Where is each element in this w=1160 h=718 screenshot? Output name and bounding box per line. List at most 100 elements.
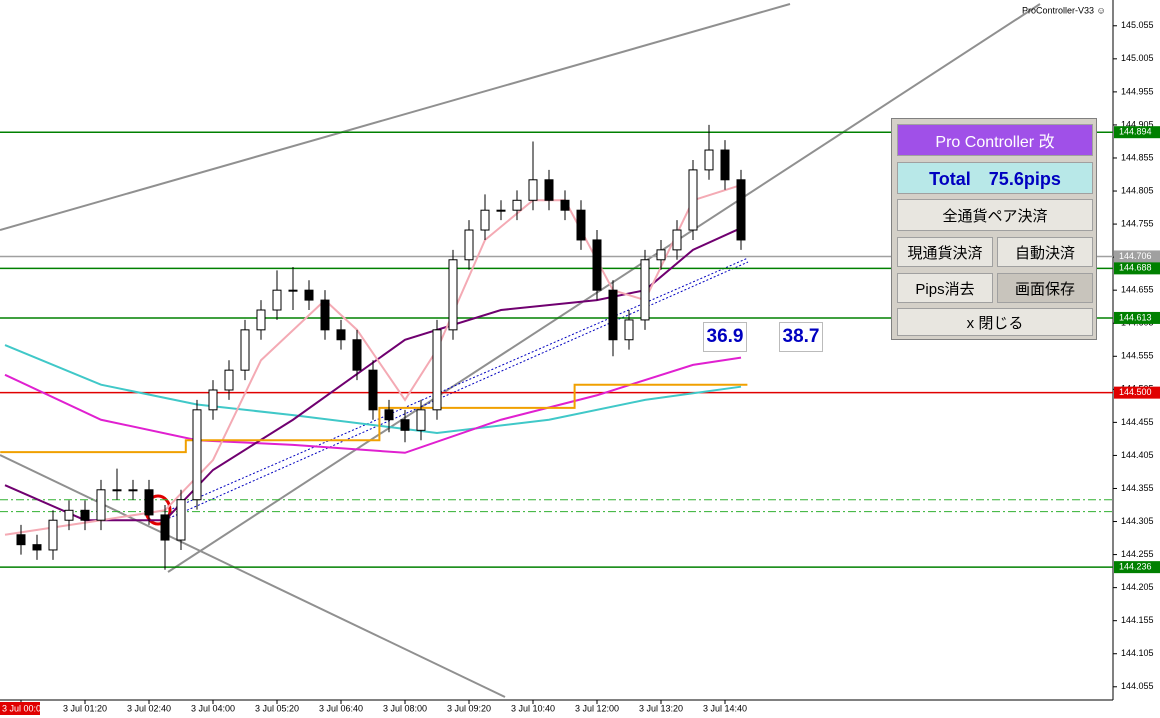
x-tick-label: 3 Jul 06:40 <box>319 703 363 713</box>
level-tag <box>1114 311 1160 324</box>
candle-body <box>640 259 650 321</box>
button[interactable]: 画面保存 <box>997 273 1093 303</box>
x-tick-label: 3 Jul 12:00 <box>575 703 619 713</box>
button[interactable]: Pips消去 <box>897 273 993 303</box>
candle-body <box>720 149 730 181</box>
button[interactable]: 現通貨決済 <box>897 237 993 267</box>
x-tick-label: 3 Jul 09:20 <box>447 703 491 713</box>
candle-body <box>688 169 698 231</box>
pip-label: 38.7 <box>779 322 823 352</box>
candle-body <box>128 489 138 492</box>
candle-body <box>48 519 58 551</box>
dotted-line <box>164 257 749 513</box>
level-label: 144.688 <box>1119 263 1152 273</box>
candle-body <box>16 534 26 546</box>
x-tick-label: 3 Jul 13:20 <box>639 703 683 713</box>
x-tick-label: 3 Jul 08:00 <box>383 703 427 713</box>
level-label: 144.894 <box>1119 127 1152 137</box>
ma-line <box>4 344 742 434</box>
candle-body <box>576 209 586 241</box>
candle-body <box>352 339 362 371</box>
candle-body <box>624 319 634 341</box>
candle-body <box>112 489 122 492</box>
x-tick-highlight <box>0 702 40 715</box>
y-tick-label: 144.205 <box>1121 582 1154 592</box>
level-tag <box>1114 126 1160 139</box>
x-tick-label: 3 Jul 01:20 <box>63 703 107 713</box>
candle-body <box>560 199 570 211</box>
y-tick-label: 145.055 <box>1121 20 1154 30</box>
candle-body <box>320 299 330 331</box>
candle-body <box>144 489 154 516</box>
level-tag <box>1114 250 1160 263</box>
candle-body <box>80 509 90 521</box>
y-tick-label: 144.755 <box>1121 218 1154 228</box>
button[interactable]: 全通貨ペア決済 <box>897 199 1093 231</box>
candle-body <box>304 289 314 301</box>
candle-body <box>336 329 346 341</box>
y-tick-label: 144.105 <box>1121 648 1154 658</box>
candle-body <box>176 499 186 541</box>
ma-line <box>0 383 748 454</box>
candle-body <box>256 309 266 331</box>
y-tick-label: 144.905 <box>1121 119 1154 129</box>
ma-line <box>4 227 742 522</box>
candle-body <box>608 289 618 341</box>
button[interactable]: x 閉じる <box>897 308 1093 336</box>
y-tick-label: 144.305 <box>1121 516 1154 526</box>
y-tick-label: 144.355 <box>1121 483 1154 493</box>
watermark: ProController-V33 ☺ <box>1022 5 1106 15</box>
level-label: 144.236 <box>1119 562 1152 572</box>
candle-body <box>432 329 442 411</box>
ma-line <box>4 184 742 536</box>
y-tick-label: 144.805 <box>1121 185 1154 195</box>
candle-body <box>464 229 474 261</box>
candle-body <box>32 544 42 551</box>
candle-body <box>416 409 426 431</box>
candle-body <box>224 369 234 391</box>
y-tick-label: 144.555 <box>1121 351 1154 361</box>
candle-body <box>160 514 170 541</box>
x-tick-label: 3 Jul 05:20 <box>255 703 299 713</box>
total-pips: Total 75.6pips <box>897 162 1093 194</box>
y-tick-label: 144.655 <box>1121 285 1154 295</box>
candle-body <box>528 179 538 201</box>
y-tick-label: 144.855 <box>1121 152 1154 162</box>
candle-body <box>400 419 410 431</box>
button[interactable]: 自動決済 <box>997 237 1093 267</box>
x-tick-label: 3 Jul 00:00 <box>2 703 46 713</box>
trend-line <box>167 3 1041 573</box>
panel-title: Pro Controller 改 <box>897 124 1093 156</box>
level-tag <box>1114 386 1160 399</box>
x-tick-label: 3 Jul 04:00 <box>191 703 235 713</box>
candle-body <box>208 389 218 411</box>
y-tick-label: 144.405 <box>1121 450 1154 460</box>
candle-body <box>64 509 74 521</box>
candle-body <box>368 369 378 411</box>
candle-body <box>496 209 506 212</box>
y-tick-label: 144.055 <box>1121 681 1154 691</box>
candle-body <box>240 329 250 371</box>
y-tick-label: 144.155 <box>1121 615 1154 625</box>
level-label: 144.500 <box>1119 387 1152 397</box>
candle-body <box>192 409 202 501</box>
candle-body <box>384 409 394 421</box>
trend-line <box>0 454 506 698</box>
level-tag <box>1114 262 1160 275</box>
level-label: 144.706 <box>1119 251 1152 261</box>
x-tick-label: 3 Jul 14:40 <box>703 703 747 713</box>
y-tick-label: 144.455 <box>1121 417 1154 427</box>
control-panel: Pro Controller 改 Total 75.6pips 全通貨ペア決済 … <box>891 118 1097 340</box>
candle-body <box>448 259 458 331</box>
x-tick-label: 3 Jul 10:40 <box>511 703 555 713</box>
candle-body <box>704 149 714 171</box>
candle-body <box>592 239 602 291</box>
candle-body <box>544 179 554 201</box>
candle-body <box>272 289 282 311</box>
ma-line <box>4 356 742 454</box>
y-tick-label: 144.955 <box>1121 86 1154 96</box>
level-tag <box>1114 561 1160 574</box>
candle-body <box>672 229 682 251</box>
